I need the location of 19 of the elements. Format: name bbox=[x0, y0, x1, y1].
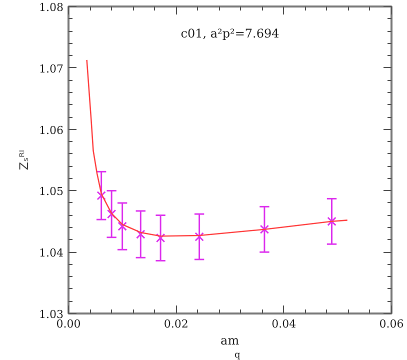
y-tick-label: 1.07 bbox=[39, 62, 64, 76]
point bbox=[156, 233, 166, 243]
point bbox=[136, 230, 146, 239]
point bbox=[194, 232, 204, 242]
point bbox=[260, 224, 270, 234]
y-tick-label: 1.08 bbox=[39, 1, 64, 14]
line-series bbox=[86, 59, 348, 237]
y-tick-label: 1.04 bbox=[39, 246, 64, 260]
x-axis-title: amq bbox=[220, 334, 241, 360]
point bbox=[96, 190, 106, 200]
y-tick-label: 1.06 bbox=[39, 124, 64, 137]
x-tick-label: 0.06 bbox=[379, 318, 404, 330]
point bbox=[327, 216, 336, 226]
x-tick-label: 0.04 bbox=[272, 318, 296, 330]
point bbox=[118, 222, 127, 231]
y-tick-label: 1.05 bbox=[39, 185, 64, 198]
x-tick-label: 0.02 bbox=[164, 318, 188, 330]
text: c01, a²p²=7.694 bbox=[180, 26, 280, 40]
y-axis-title: Zₛᴿᴵ bbox=[17, 150, 32, 170]
